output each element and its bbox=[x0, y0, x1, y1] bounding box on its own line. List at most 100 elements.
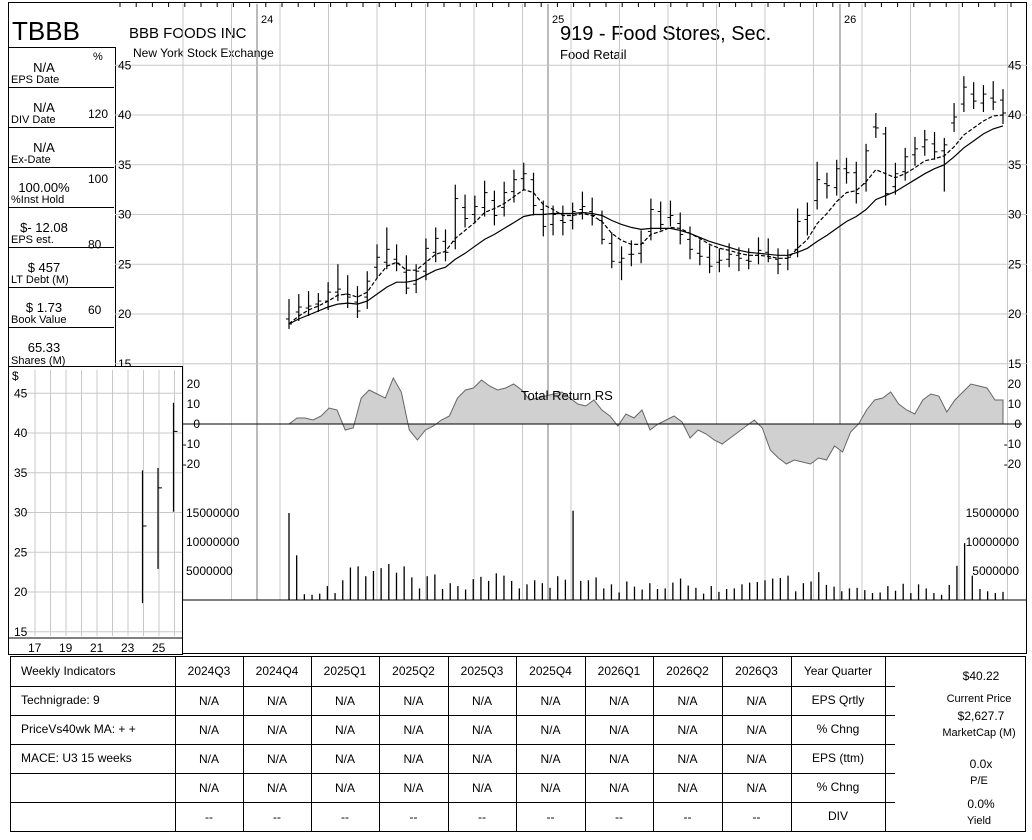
price-tick-label-left: 30 bbox=[118, 208, 132, 222]
stat-value: $ 457 bbox=[27, 260, 61, 275]
rs-tick-label-left: 0 bbox=[193, 417, 200, 431]
table-cell: N/A bbox=[403, 781, 424, 795]
inset-tick-label: 25 bbox=[14, 545, 28, 559]
price-tick-label-left: 25 bbox=[118, 257, 132, 271]
table-cell: -- bbox=[409, 810, 418, 824]
stat-label: LT Debt (M) bbox=[11, 274, 69, 286]
table-cell: N/A bbox=[198, 694, 219, 708]
table-cell: -- bbox=[546, 810, 555, 824]
price-bars bbox=[286, 76, 1006, 329]
table-cell: N/A bbox=[471, 752, 492, 766]
table-cell: N/A bbox=[198, 752, 219, 766]
industry-group: 919 - Food Stores, Sec. bbox=[560, 23, 772, 45]
rs-tick-label-right: 20 bbox=[1008, 377, 1022, 391]
table-row-label: MACE: U3 15 weeks bbox=[21, 751, 132, 765]
inset-tick-label: 40 bbox=[14, 426, 28, 440]
stat-label: Ex-Date bbox=[11, 154, 51, 166]
volume-tick-label-right: 5000000 bbox=[972, 564, 1019, 578]
quarter-header: 2024Q4 bbox=[255, 664, 299, 678]
table-cell: N/A bbox=[746, 723, 767, 737]
pct-tick-label: 60 bbox=[88, 303, 102, 317]
inset-x-label: 17 bbox=[28, 641, 42, 655]
inset-x-label: 25 bbox=[152, 641, 166, 655]
ticker-box bbox=[8, 2, 116, 48]
annual-range-chart: 15 20 25 30 35 40 45 17 19 21 23 25 $ bbox=[8, 366, 183, 655]
quarter-header: 2026Q3 bbox=[735, 664, 778, 678]
price-tick-label-left: 40 bbox=[118, 108, 132, 122]
stat-label: %Inst Hold bbox=[11, 194, 65, 206]
table-cell: N/A bbox=[677, 752, 698, 766]
metric-label: Year Quarter bbox=[803, 664, 873, 678]
table-row-line bbox=[11, 686, 895, 687]
inset-tick-label: 20 bbox=[14, 585, 28, 599]
stat-label: DIV Date bbox=[11, 114, 56, 126]
rs-area-fill bbox=[287, 376, 1004, 465]
fundamentals-table: Weekly Indicators Technigrade: 9 PriceVs40… bbox=[10, 656, 1026, 832]
table-row-line bbox=[11, 744, 895, 745]
quarter-header: 2024Q3 bbox=[187, 664, 231, 678]
pct-tick-label: 100 bbox=[88, 172, 108, 186]
quarter-header: 2026Q1 bbox=[597, 664, 641, 678]
table-cell: -- bbox=[273, 810, 281, 824]
exchange-name: New York Stock Exchange bbox=[133, 46, 274, 60]
table-cell: -- bbox=[341, 810, 349, 824]
table-row-line bbox=[11, 802, 895, 803]
table-col-line bbox=[448, 657, 449, 831]
price-tick-label-right: 40 bbox=[1008, 108, 1022, 122]
summary-label: P/E bbox=[970, 775, 988, 787]
price-tick-label-right: 20 bbox=[1008, 307, 1022, 321]
table-cell: N/A bbox=[266, 694, 287, 708]
volume-bars bbox=[115, 510, 1027, 601]
price-tick-label-left: 45 bbox=[118, 58, 132, 72]
year-label: 26 bbox=[844, 14, 856, 26]
metric-label: DIV bbox=[827, 809, 848, 823]
stat-item: 65.33 Shares (M) bbox=[8, 328, 114, 368]
stat-value: N/A bbox=[33, 60, 55, 75]
price-tick-label-right: 30 bbox=[1008, 208, 1022, 222]
table-cell: N/A bbox=[746, 781, 767, 795]
table-col-line bbox=[722, 657, 723, 831]
table-col-line bbox=[175, 657, 176, 831]
table-row-label: PriceVs40wk MA: + + bbox=[21, 722, 136, 736]
table-cell: N/A bbox=[198, 723, 219, 737]
table-cell: N/A bbox=[403, 723, 424, 737]
table-cell: N/A bbox=[403, 752, 424, 766]
stat-label: Shares (M) bbox=[11, 355, 66, 367]
inset-x-label: 19 bbox=[59, 641, 73, 655]
table-cell: N/A bbox=[334, 694, 355, 708]
inset-tick-label: 35 bbox=[14, 466, 28, 480]
stat-item: $ 457 LT Debt (M) bbox=[8, 248, 114, 288]
summary-label: Current Price bbox=[946, 693, 1012, 705]
volume-tick-label-left: 10000000 bbox=[186, 535, 240, 549]
summary-value: $40.22 bbox=[962, 669, 1000, 683]
table-cell: N/A bbox=[746, 752, 767, 766]
volume-tick-label-left: 5000000 bbox=[186, 564, 233, 578]
table-cell: N/A bbox=[471, 781, 492, 795]
stat-item: $ 1.73 Book Value bbox=[8, 288, 114, 328]
summary-label: Yield bbox=[966, 815, 992, 827]
pct-tick-label: 80 bbox=[88, 238, 102, 252]
sector-name: Food Retail bbox=[560, 47, 627, 62]
rs-tick-label-left: 20 bbox=[187, 377, 201, 391]
summary-value: $2,627.7 bbox=[957, 709, 1005, 723]
rs-tick-label-left: -20 bbox=[183, 457, 201, 471]
table-cell: N/A bbox=[334, 723, 355, 737]
quarter-header: 2025Q3 bbox=[460, 664, 504, 678]
table-cell: N/A bbox=[471, 723, 492, 737]
table-col-line bbox=[585, 657, 586, 831]
table-cell: -- bbox=[478, 810, 486, 824]
rs-title: Total Return RS bbox=[521, 388, 613, 403]
volume-tick-label-left: 15000000 bbox=[186, 506, 240, 520]
table-cell: N/A bbox=[608, 752, 629, 766]
table-cell: N/A bbox=[266, 752, 287, 766]
stat-item: 100.00% %Inst Hold bbox=[8, 168, 114, 208]
table-cell: N/A bbox=[608, 723, 629, 737]
rs-tick-label-right: 10 bbox=[1008, 397, 1022, 411]
pct-tick-label: 120 bbox=[88, 107, 108, 121]
quarter-header: 2025Q1 bbox=[323, 664, 367, 678]
table-col-line bbox=[791, 657, 792, 831]
table-cell: N/A bbox=[540, 694, 561, 708]
table-cell: -- bbox=[205, 810, 213, 824]
